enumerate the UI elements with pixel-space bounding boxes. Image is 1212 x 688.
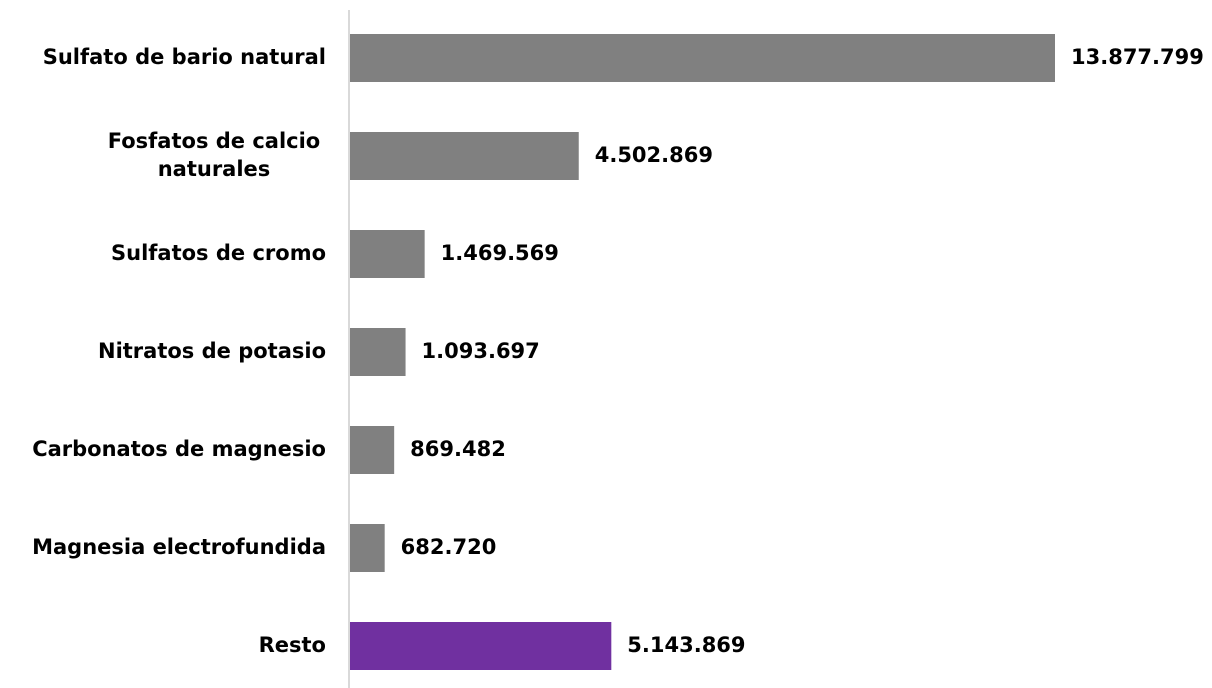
- bar-6: [350, 622, 612, 670]
- category-label-line: Sulfato de bario natural: [43, 45, 326, 69]
- value-label-5: 682.720: [401, 535, 497, 559]
- bars-group: [350, 34, 1055, 670]
- bar-3: [350, 328, 406, 376]
- category-label-line: Fosfatos de calcio: [108, 129, 320, 153]
- category-label-line: naturales: [158, 157, 271, 181]
- category-labels-group: Sulfato de bario natural Fosfatos de calc…: [32, 45, 326, 657]
- value-labels-group: 13.877.799 4.502.869 1.469.569 1.093.697 869…: [401, 45, 1204, 657]
- bar-5: [350, 524, 385, 572]
- category-label-line: Carbonatos de magnesio: [32, 437, 326, 461]
- category-label-line: Sulfatos de cromo: [111, 241, 326, 265]
- category-label-line: Magnesia electrofundida: [32, 535, 326, 559]
- value-label-3: 1.093.697: [422, 339, 540, 363]
- category-label-0: Sulfato de bario natural: [43, 45, 326, 69]
- value-label-2: 1.469.569: [441, 241, 559, 265]
- bar-4: [350, 426, 395, 474]
- value-label-1: 4.502.869: [595, 143, 713, 167]
- category-label-line: Nitratos de potasio: [98, 339, 326, 363]
- category-label-1: Fosfatos de calcio naturales: [108, 129, 320, 181]
- bar-0: [350, 34, 1055, 82]
- category-label-6: Resto: [259, 633, 326, 657]
- category-label-2: Sulfatos de cromo: [111, 241, 326, 265]
- category-label-line: Resto: [259, 633, 326, 657]
- bar-1: [350, 132, 579, 180]
- bar-2: [350, 230, 425, 278]
- value-label-4: 869.482: [410, 437, 506, 461]
- category-label-5: Magnesia electrofundida: [32, 535, 326, 559]
- value-label-6: 5.143.869: [627, 633, 745, 657]
- category-label-4: Carbonatos de magnesio: [32, 437, 326, 461]
- category-label-3: Nitratos de potasio: [98, 339, 326, 363]
- value-label-0: 13.877.799: [1071, 45, 1204, 69]
